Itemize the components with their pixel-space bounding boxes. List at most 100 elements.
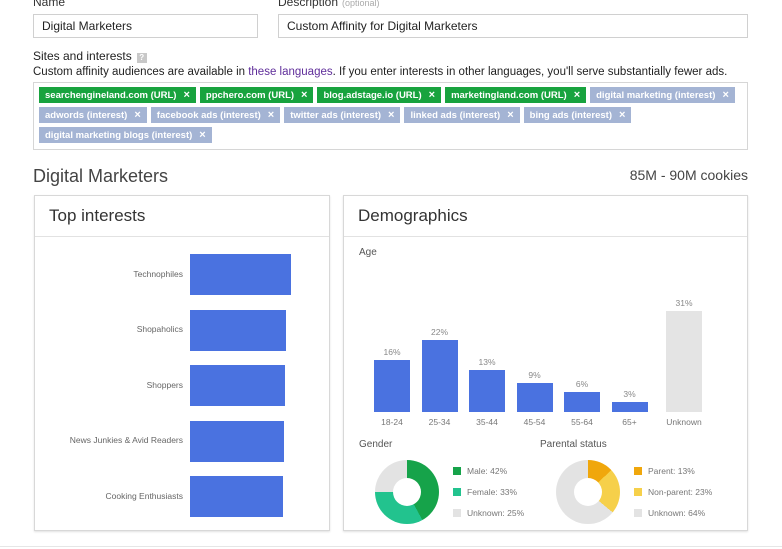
age-category-label: Unknown [666,417,702,427]
legend-item: Parent: 13% [634,466,695,476]
these-languages-link[interactable]: these languages [248,66,333,78]
tag-label: marketingland.com (URL) [451,89,567,101]
remove-tag-icon[interactable]: × [267,109,275,121]
age-category-label: 18-24 [381,417,403,427]
legend-item: Non-parent: 23% [634,487,712,497]
remove-tag-icon[interactable]: × [388,109,395,121]
description-optional: (optional) [342,0,380,8]
legend-item: Unknown: 25% [453,508,524,518]
legend-swatch [634,509,642,517]
url-tag: marketingland.com (URL) × [445,87,587,103]
notice-text-before: Custom affinity audiences are available … [33,66,249,78]
legend-swatch [634,488,642,496]
age-bar [516,382,553,412]
remove-tag-icon[interactable]: × [183,89,190,101]
age-bar [611,402,648,412]
interest-bar [190,254,291,295]
age-percent-label: 13% [478,356,496,367]
url-tag: searchengineland.com (URL) × [39,87,196,103]
remove-tag-icon[interactable]: × [301,89,308,101]
demographics-card: Demographics Age 16% 18-24 22% 25-34 13% 35-4… [343,195,748,531]
legend-swatch [634,467,642,475]
interest-label: News Junkies & Avid Readers [69,435,183,445]
tag-label: facebook ads (interest) [156,109,261,121]
interest-bar [190,309,286,351]
age-category-label: 35-44 [476,417,498,427]
notice-text-after: . If you enter interests in other langua… [332,66,728,78]
card-divider [344,236,747,237]
age-bar [374,359,410,412]
parental-status-label: Parental status [540,439,607,450]
legend-swatch [453,467,461,475]
legend-label: Unknown: 64% [648,508,706,518]
tag-label: searchengineland.com (URL) [45,89,177,101]
name-input-value: Digital Marketers [42,19,133,33]
interest-tag: facebook ads (interest) × [150,107,281,123]
legend-item: Male: 42% [453,466,507,476]
remove-tag-icon[interactable]: × [199,129,206,141]
sites-interests-tag-box[interactable]: searchengineland.com (URL) × ppchero.com (… [33,82,748,150]
tag-label: blog.adstage.io (URL) [323,89,422,101]
age-category-label: 65+ [622,417,637,427]
legend-label: Female: 33% [467,487,518,497]
interest-tag: digital marketing blogs (interest) × [39,127,212,143]
age-percent-label: 22% [430,327,448,338]
age-percent-label: 31% [675,298,693,308]
legend-label: Unknown: 25% [467,508,525,518]
card-divider [35,236,329,237]
interest-tag: bing ads (interest) × [523,107,632,123]
legend-swatch [453,488,461,496]
legend-swatch [453,509,461,517]
remove-tag-icon[interactable]: × [573,89,581,101]
name-input[interactable]: Digital Marketers [33,14,258,38]
donut-hole [393,478,421,506]
interest-label: Cooking Enthusiasts [105,490,184,501]
audience-title: Digital Marketers [33,166,169,186]
tag-label: digital marketing (interest) [596,89,716,101]
top-interests-title: Top interests [49,206,146,225]
age-percent-label: 6% [575,379,589,390]
age-bar [564,392,600,412]
tag-row: searchengineland.com (URL) × ppchero.com (… [39,87,742,103]
remove-tag-icon[interactable]: × [619,109,626,121]
tag-label: twitter ads (interest) [290,109,382,121]
tag-label: adwords (interest) [45,109,128,121]
name-label: Name [33,0,65,9]
age-label: Age [359,247,377,258]
legend-label: Non-parent: 23% [648,487,713,497]
interest-bar [190,420,284,462]
remove-tag-icon[interactable]: × [722,89,729,101]
help-icon[interactable]: ? [136,53,147,63]
tag-label: ppchero.com (URL) [205,89,295,101]
interest-label: Technophiles [133,268,183,279]
tag-label: linked ads (interest) [410,109,501,121]
tag-row: digital marketing blogs (interest) × [39,127,742,143]
age-bar [666,311,702,412]
sites-interests-label: Sites and interests? [33,49,147,63]
bottom-divider [0,546,782,547]
legend-label: Parent: 13% [648,466,695,476]
remove-tag-icon[interactable]: × [507,109,514,121]
description-label: Description (optional) [278,0,380,9]
description-input[interactable]: Custom Affinity for Digital Marketers [278,14,748,38]
age-bar [421,340,458,412]
age-percent-label: 3% [623,389,636,400]
name-label-text: Name [33,0,66,9]
gender-label: Gender [359,439,393,450]
age-category-label: 45-54 [523,417,546,427]
interest-bar [190,365,285,406]
url-tag: ppchero.com (URL) × [199,87,314,103]
remove-tag-icon[interactable]: × [134,109,141,121]
interest-tag: digital marketing (interest) × [590,87,735,103]
top-interests-card: Top interests Technophiles Shopaholics Sho… [34,195,330,531]
legend-item: Female: 33% [453,487,517,497]
demographics-title: Demographics [358,206,468,225]
parental-status-donut-chart [556,460,620,524]
sites-interests-label-text: Sites and interests [33,49,132,63]
remove-tag-icon[interactable]: × [428,89,436,101]
age-percent-label: 9% [528,369,541,380]
legend-label: Male: 42% [467,466,508,476]
tag-row: adwords (interest) × facebook ads (interes… [39,107,742,123]
interest-label: Shoppers [146,379,183,390]
age-percent-label: 16% [383,346,401,357]
